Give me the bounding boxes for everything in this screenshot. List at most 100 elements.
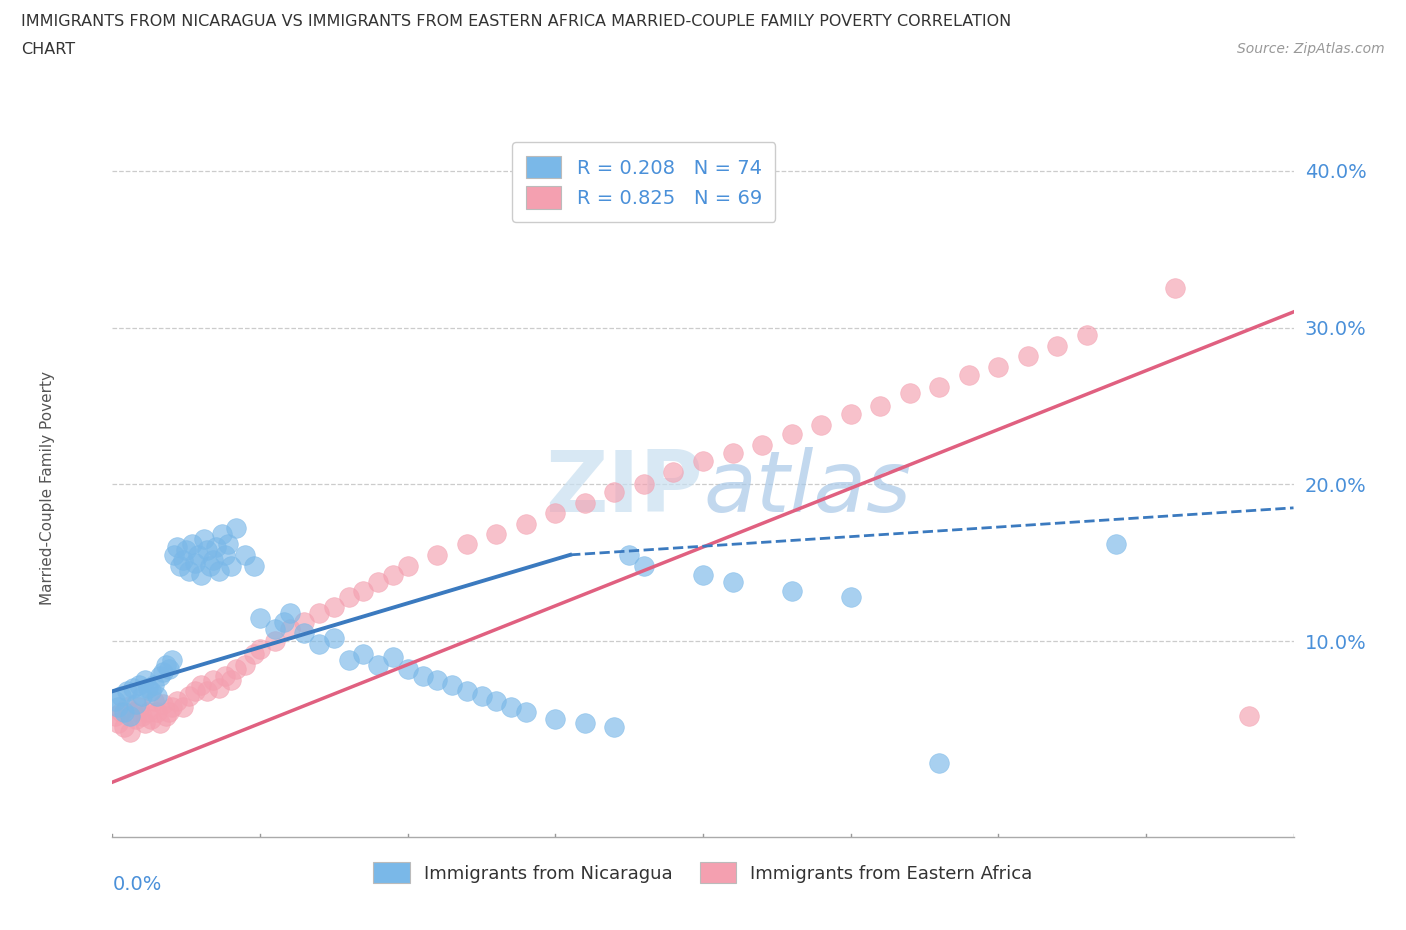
- Point: [225, 662, 247, 677]
- Point: [149, 668, 172, 683]
- Point: [128, 699, 150, 714]
- Point: [122, 704, 145, 719]
- Point: [187, 548, 209, 563]
- Point: [367, 658, 389, 672]
- Point: [1017, 349, 1039, 364]
- Point: [110, 688, 132, 703]
- Point: [120, 724, 142, 739]
- Point: [120, 709, 142, 724]
- Point: [157, 662, 180, 677]
- Point: [104, 693, 127, 708]
- Point: [219, 558, 242, 573]
- Point: [166, 539, 188, 554]
- Point: [264, 633, 287, 648]
- Point: [211, 527, 233, 542]
- Point: [721, 445, 744, 460]
- Point: [292, 626, 315, 641]
- Point: [869, 399, 891, 414]
- Point: [169, 558, 191, 573]
- Point: [987, 359, 1010, 374]
- Point: [292, 615, 315, 630]
- Point: [441, 678, 464, 693]
- Point: [112, 720, 135, 735]
- Point: [110, 704, 132, 719]
- Point: [152, 697, 174, 711]
- Point: [323, 599, 346, 614]
- Point: [426, 672, 449, 687]
- Point: [352, 583, 374, 598]
- Point: [142, 693, 165, 708]
- Point: [146, 704, 169, 719]
- Point: [134, 672, 156, 687]
- Point: [278, 605, 301, 620]
- Point: [780, 583, 803, 598]
- Point: [501, 699, 523, 714]
- Point: [233, 658, 256, 672]
- Point: [603, 485, 626, 499]
- Text: CHART: CHART: [21, 42, 75, 57]
- Point: [662, 464, 685, 479]
- Text: 0.0%: 0.0%: [112, 875, 162, 895]
- Point: [172, 699, 194, 714]
- Point: [195, 684, 218, 698]
- Point: [205, 539, 228, 554]
- Point: [179, 563, 201, 578]
- Point: [426, 548, 449, 563]
- Point: [264, 621, 287, 636]
- Point: [603, 720, 626, 735]
- Point: [184, 555, 207, 570]
- Point: [633, 558, 655, 573]
- Point: [131, 688, 153, 703]
- Point: [217, 537, 239, 551]
- Text: Married-Couple Family Poverty: Married-Couple Family Poverty: [39, 371, 55, 605]
- Point: [125, 712, 148, 727]
- Legend: Immigrants from Nicaragua, Immigrants from Eastern Africa: Immigrants from Nicaragua, Immigrants fr…: [359, 848, 1047, 897]
- Point: [337, 590, 360, 604]
- Point: [928, 756, 950, 771]
- Point: [117, 684, 138, 698]
- Point: [208, 563, 231, 578]
- Point: [515, 516, 537, 531]
- Point: [456, 537, 478, 551]
- Point: [367, 574, 389, 589]
- Point: [160, 699, 183, 714]
- Point: [957, 367, 980, 382]
- Point: [243, 558, 266, 573]
- Point: [190, 568, 212, 583]
- Point: [214, 548, 236, 563]
- Point: [233, 548, 256, 563]
- Point: [1105, 537, 1128, 551]
- Point: [104, 709, 127, 724]
- Point: [149, 715, 172, 730]
- Point: [249, 642, 271, 657]
- Point: [278, 621, 301, 636]
- Point: [839, 406, 862, 421]
- Point: [928, 379, 950, 394]
- Point: [139, 712, 162, 727]
- Point: [125, 697, 148, 711]
- Point: [181, 537, 204, 551]
- Point: [308, 637, 330, 652]
- Point: [225, 521, 247, 536]
- Point: [308, 605, 330, 620]
- Point: [139, 684, 162, 698]
- Point: [544, 712, 567, 727]
- Point: [131, 709, 153, 724]
- Point: [574, 715, 596, 730]
- Text: atlas: atlas: [703, 446, 911, 530]
- Point: [201, 672, 224, 687]
- Point: [485, 693, 508, 708]
- Point: [219, 672, 242, 687]
- Point: [146, 688, 169, 703]
- Point: [243, 646, 266, 661]
- Point: [352, 646, 374, 661]
- Point: [396, 558, 419, 573]
- Point: [155, 709, 177, 724]
- Point: [470, 688, 494, 703]
- Point: [456, 684, 478, 698]
- Point: [1046, 339, 1069, 353]
- Point: [152, 665, 174, 680]
- Point: [214, 668, 236, 683]
- Point: [157, 704, 180, 719]
- Point: [1076, 328, 1098, 343]
